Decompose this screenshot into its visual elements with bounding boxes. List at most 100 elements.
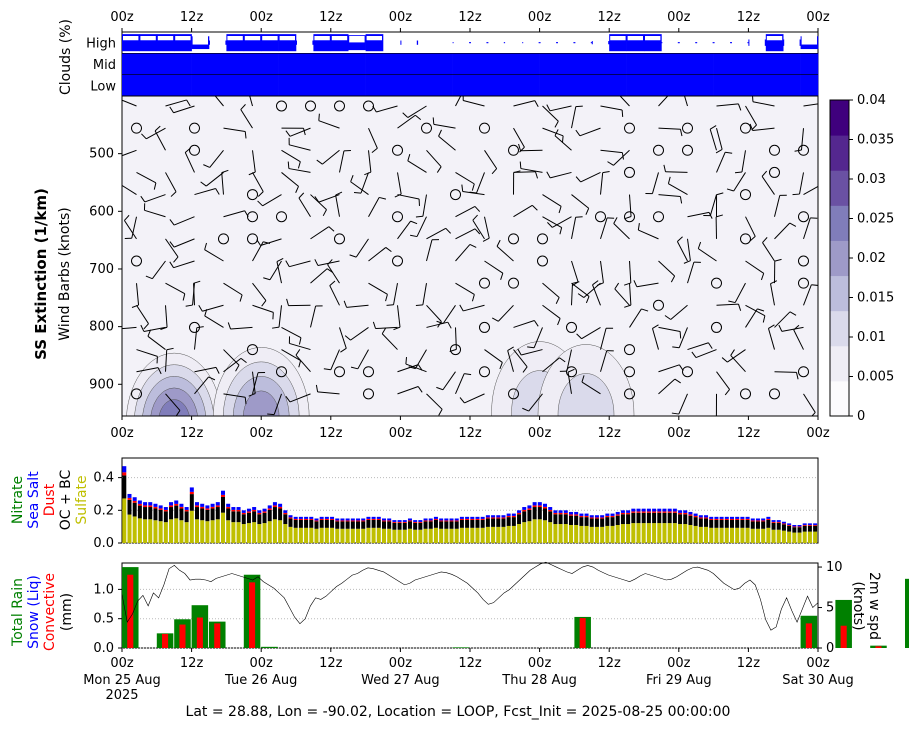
dust-bar bbox=[143, 505, 147, 507]
sea-salt-bar bbox=[626, 510, 630, 513]
oc-bc-bar bbox=[777, 523, 781, 530]
wind-barb bbox=[666, 172, 688, 173]
dust-bar bbox=[216, 505, 220, 507]
sulfate-bar bbox=[247, 523, 251, 543]
convective-bar bbox=[214, 623, 220, 648]
dust-bar bbox=[366, 519, 370, 520]
date-label: Mon 25 Aug bbox=[83, 673, 161, 688]
dust-bar bbox=[699, 517, 703, 518]
sea-salt-bar bbox=[450, 518, 454, 520]
sea-salt-bar bbox=[543, 504, 547, 507]
sea-salt-bar bbox=[148, 502, 152, 505]
cloud-gap bbox=[767, 36, 782, 40]
sulfate-bar bbox=[491, 527, 495, 543]
cloud-cell bbox=[453, 53, 471, 74]
oc-bc-bar bbox=[185, 511, 189, 522]
oc-bc-bar bbox=[730, 520, 734, 528]
sulfate-bar bbox=[533, 519, 537, 543]
cloud-cell bbox=[574, 75, 592, 96]
sea-salt-bar bbox=[330, 517, 334, 519]
sulfate-bar bbox=[366, 528, 370, 543]
sulfate-bar bbox=[465, 528, 469, 543]
sulfate-bar bbox=[351, 529, 355, 543]
wind-barb-flag bbox=[825, 103, 828, 109]
cloud-cell bbox=[139, 53, 157, 74]
oc-bc-bar bbox=[127, 500, 131, 515]
sea-salt-bar bbox=[122, 466, 126, 472]
oc-bc-bar bbox=[699, 519, 703, 527]
cloud-gap bbox=[610, 36, 625, 40]
sulfate-bar bbox=[299, 528, 303, 543]
total-rain-bar bbox=[453, 647, 470, 648]
oc-bc-bar bbox=[351, 521, 355, 528]
sulfate-bar bbox=[268, 521, 272, 543]
cloud-cell bbox=[557, 75, 575, 96]
plume-contour bbox=[850, 347, 909, 458]
ext-xtick-label: 00z bbox=[389, 426, 413, 441]
sulfate-bar bbox=[559, 524, 563, 543]
dust-bar bbox=[304, 519, 308, 520]
sulfate-bar bbox=[372, 528, 376, 543]
dust-bar bbox=[522, 510, 526, 511]
cloud-gap bbox=[488, 36, 503, 51]
cloud-tick-label: 12z bbox=[598, 10, 622, 25]
oc-bc-bar bbox=[553, 514, 557, 524]
sea-salt-bar bbox=[268, 505, 272, 508]
sea-salt-bar bbox=[662, 509, 666, 512]
ext-ytick-label: 600 bbox=[89, 204, 114, 219]
wind-barb-flag bbox=[288, 162, 289, 169]
sea-salt-bar bbox=[709, 517, 713, 519]
dust-bar bbox=[538, 505, 542, 507]
dust-bar bbox=[548, 510, 552, 511]
oc-bc-bar bbox=[496, 519, 500, 527]
sea-salt-bar bbox=[174, 501, 178, 504]
sulfate-bar bbox=[335, 529, 339, 543]
oc-bc-bar bbox=[725, 520, 729, 528]
cloud-gap bbox=[280, 36, 295, 40]
ext-ylabel: SS Extinction (1/km) bbox=[32, 188, 50, 360]
dust-bar bbox=[496, 517, 500, 518]
aerosol-legend-1: Sea Salt bbox=[26, 471, 42, 529]
colorbar-segment bbox=[830, 276, 849, 312]
ext-xtick-label: 00z bbox=[806, 426, 830, 441]
cloud-cell bbox=[313, 75, 331, 96]
sulfate-bar bbox=[377, 528, 381, 543]
dust-bar bbox=[813, 525, 817, 526]
oc-bc-bar bbox=[709, 520, 713, 528]
sulfate-bar bbox=[605, 526, 609, 543]
sulfate-bar bbox=[626, 524, 630, 543]
dust-bar bbox=[455, 520, 459, 521]
sea-salt-bar bbox=[439, 518, 443, 520]
sea-salt-bar bbox=[714, 517, 718, 519]
cloud-tick-label: 00z bbox=[806, 10, 830, 25]
oc-bc-bar bbox=[356, 521, 360, 528]
oc-bc-bar bbox=[366, 520, 370, 528]
cloud-cell bbox=[540, 53, 558, 74]
dust-bar bbox=[309, 519, 313, 520]
oc-bc-bar bbox=[169, 507, 173, 519]
sea-salt-bar bbox=[756, 518, 760, 520]
wind-barb-flag bbox=[823, 184, 828, 189]
sea-salt-bar bbox=[751, 518, 755, 520]
oc-bc-bar bbox=[605, 517, 609, 526]
dust-bar bbox=[590, 517, 594, 518]
colorbar-tick-label: 0.015 bbox=[857, 291, 894, 306]
sulfate-bar bbox=[392, 530, 396, 543]
sea-salt-bar bbox=[668, 509, 672, 512]
sulfate-bar bbox=[470, 528, 474, 543]
cloud-gap bbox=[123, 36, 138, 40]
oc-bc-bar bbox=[704, 519, 708, 527]
oc-bc-bar bbox=[621, 514, 625, 524]
colorbar-tick-label: 0.03 bbox=[857, 172, 886, 187]
oc-bc-bar bbox=[133, 503, 137, 517]
cloud-cell bbox=[470, 53, 488, 74]
sulfate-bar bbox=[289, 527, 293, 543]
sea-salt-bar bbox=[408, 518, 412, 520]
cloud-tick-label: 12z bbox=[319, 10, 343, 25]
oc-bc-bar bbox=[465, 520, 469, 528]
dust-bar bbox=[657, 511, 661, 512]
sea-salt-bar bbox=[382, 518, 386, 520]
dust-bar bbox=[221, 495, 225, 497]
dust-bar bbox=[766, 519, 770, 520]
dust-bar bbox=[325, 519, 329, 520]
